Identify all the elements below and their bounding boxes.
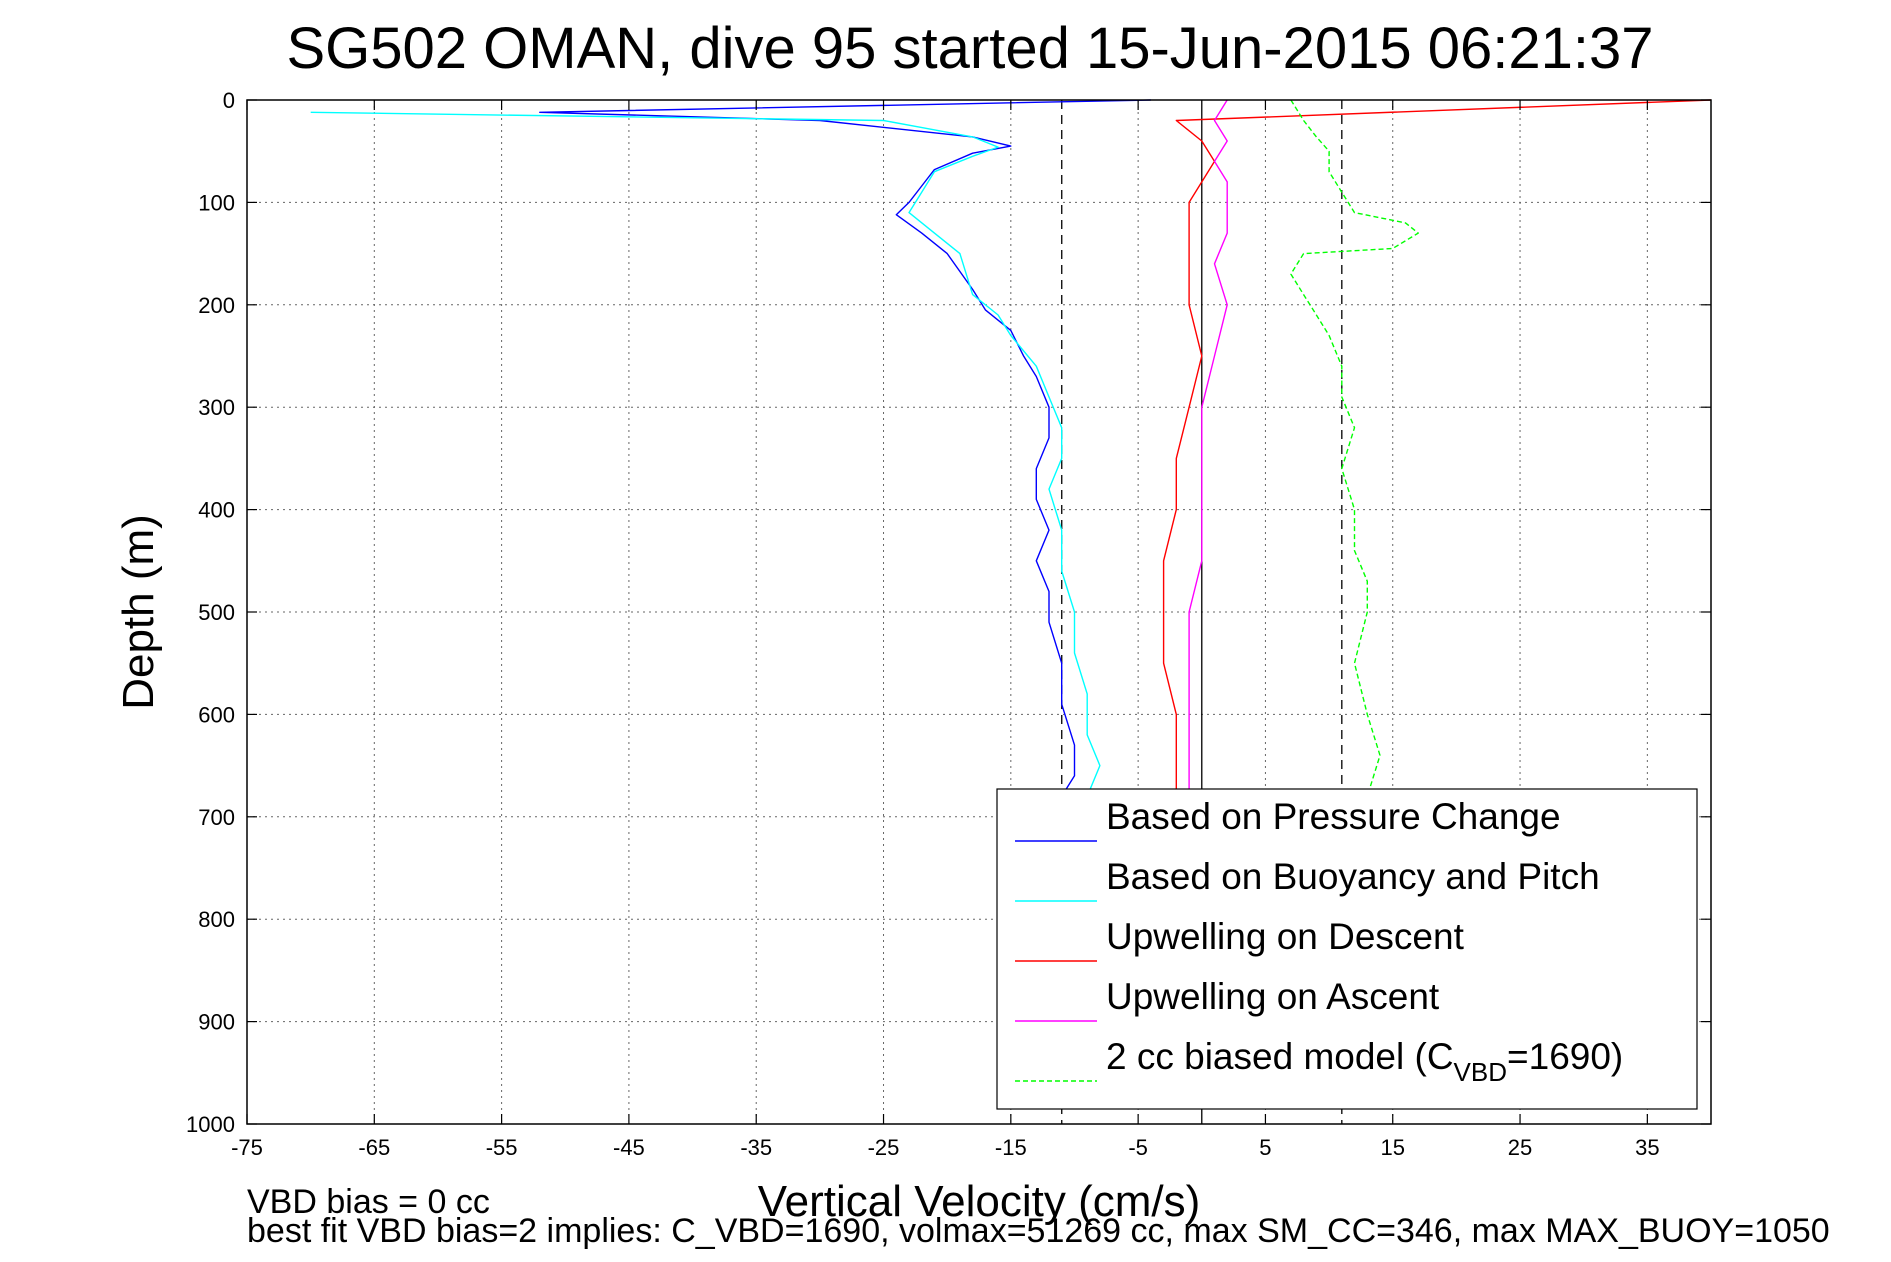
legend-label-text: Based on Pressure Change [1106, 796, 1561, 837]
legend-label: Upwelling on Ascent [1106, 976, 1440, 1017]
legend-label-subscript: VBD [1454, 1057, 1507, 1087]
x-tick-label: 35 [1635, 1135, 1659, 1160]
y-tick-label: 600 [198, 702, 235, 727]
legend-label-text: 2 cc biased model (C [1106, 1036, 1454, 1077]
y-tick-label: 800 [198, 907, 235, 932]
series-line [1188, 99, 1228, 797]
legend-label-text: Upwelling on Descent [1106, 916, 1465, 957]
legend-label: 2 cc biased model (CVBD=1690) [1106, 1036, 1623, 1087]
y-tick-label: 700 [198, 805, 235, 830]
legend: Based on Pressure Change Based on Buoyanc… [996, 788, 1698, 1110]
y-axis-ticks: 0 100 200 300 400 500 600 700 800 900 1000 [186, 88, 1711, 1137]
legend-label: Based on Buoyancy and Pitch [1106, 856, 1600, 897]
legend-label-text: Based on Buoyancy and Pitch [1106, 856, 1600, 897]
x-axis-label: Vertical Velocity (cm/s) [758, 1177, 1201, 1226]
x-tick-label: 25 [1508, 1135, 1532, 1160]
y-tick-label: 100 [198, 190, 235, 215]
legend-label-tail: =1690) [1507, 1036, 1623, 1077]
legend-label-text: Upwelling on Ascent [1106, 976, 1440, 1017]
y-tick-label: 300 [198, 395, 235, 420]
x-axis-ticks: -75 -65 -55 -45 -35 -25 -15 -5 5 15 25 35 [231, 100, 1660, 1160]
y-tick-label: 900 [198, 1010, 235, 1035]
y-axis-label: Depth (m) [114, 514, 163, 710]
chart-title: SG502 OMAN, dive 95 started 15-Jun-2015 … [286, 16, 1653, 81]
data-series [310, 99, 1712, 797]
y-tick-label: 200 [198, 293, 235, 318]
x-tick-label: -55 [486, 1135, 518, 1160]
series-line [539, 99, 1151, 797]
x-tick-label: -65 [358, 1135, 390, 1160]
y-tick-label: 400 [198, 498, 235, 523]
y-tick-label: 0 [223, 88, 235, 113]
legend-label: Based on Pressure Change [1106, 796, 1561, 837]
x-tick-label: -35 [740, 1135, 772, 1160]
x-tick-label: -5 [1128, 1135, 1148, 1160]
footer-vbd-bias: VBD bias = 0 cc [247, 1183, 490, 1221]
x-tick-label: -25 [868, 1135, 900, 1160]
x-tick-label: -45 [613, 1135, 645, 1160]
x-tick-label: -15 [995, 1135, 1027, 1160]
series-line [310, 111, 1101, 797]
x-tick-label: 15 [1380, 1135, 1404, 1160]
footer-best-fit: best fit VBD bias=2 implies: C_VBD=1690,… [247, 1212, 1830, 1250]
series-line [1162, 99, 1712, 797]
y-tick-label: 1000 [186, 1112, 235, 1137]
series-line [1290, 99, 1419, 797]
legend-box [996, 788, 1698, 1110]
legend-label: Upwelling on Descent [1106, 916, 1465, 957]
x-tick-label: 5 [1259, 1135, 1271, 1160]
y-tick-label: 500 [198, 600, 235, 625]
x-tick-label: -75 [231, 1135, 263, 1160]
